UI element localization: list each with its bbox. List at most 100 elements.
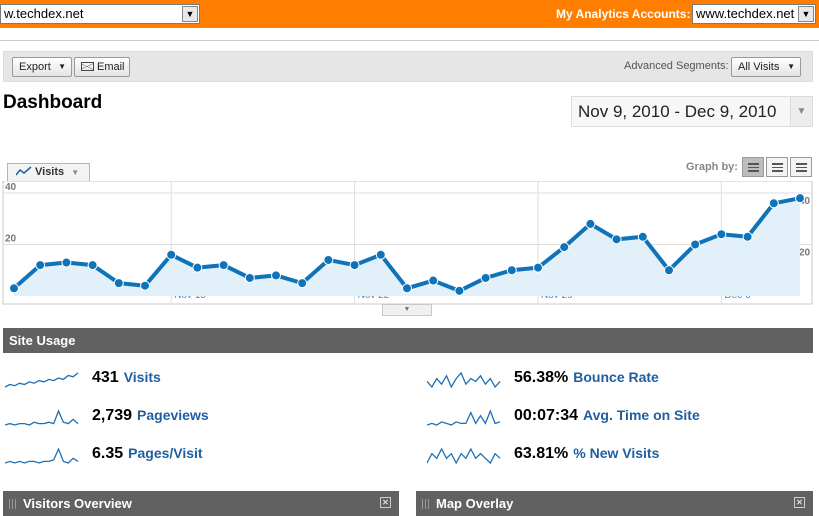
visits-point[interactable]: [87, 260, 98, 271]
export-button[interactable]: Export ▼: [12, 57, 72, 77]
map-overlay-header: Map Overlay ✕: [416, 491, 813, 516]
date-range-value: Nov 9, 2010 - Dec 9, 2010: [578, 102, 777, 121]
sparkline: [427, 447, 501, 465]
sparkline: [427, 371, 501, 389]
stat-link[interactable]: Bounce Rate: [573, 369, 659, 385]
stat-number: 00:07:34: [514, 407, 579, 424]
stat-value: 00:07:34 Avg. Time on Site: [514, 407, 700, 425]
visitors-overview-title: Visitors Overview: [23, 496, 132, 511]
chevron-down-icon[interactable]: ▼: [790, 97, 812, 126]
visits-point[interactable]: [585, 218, 596, 229]
drag-handle-icon[interactable]: [9, 499, 18, 509]
export-label: Export: [19, 61, 51, 73]
y-tick-label-left: 40: [5, 182, 17, 193]
stat-number: 63.81%: [514, 445, 569, 462]
divider: [0, 40, 819, 41]
visits-area: [14, 198, 800, 296]
segments-select[interactable]: All Visits ▼: [731, 57, 801, 77]
stat-value: 431 Visits: [92, 369, 161, 387]
stat-link[interactable]: Visits: [123, 369, 161, 385]
visits-point[interactable]: [402, 283, 412, 294]
week-icon: [772, 163, 783, 172]
visits-point[interactable]: [428, 275, 439, 286]
y-tick-label-right: 40: [799, 196, 811, 207]
stat-pages-visit: 6.35 Pages/Visit: [5, 445, 385, 467]
metric-select-label: Visits: [35, 166, 65, 178]
visits-point[interactable]: [506, 265, 517, 276]
metric-select[interactable]: Visits ▼: [7, 163, 90, 182]
stat-link[interactable]: Pages/Visit: [128, 445, 203, 461]
stat-value: 6.35 Pages/Visit: [92, 445, 203, 463]
envelope-icon: [81, 62, 94, 71]
day-icon: [748, 163, 759, 172]
stat-avg-time-on-site: 00:07:34 Avg. Time on Site: [427, 407, 807, 429]
visits-point[interactable]: [61, 257, 72, 268]
visits-point[interactable]: [192, 262, 203, 273]
visits-chart: 40402020Nov 15Nov 22Nov 29Dec 6: [2, 181, 813, 305]
chevron-down-icon[interactable]: ▼: [182, 6, 198, 22]
chevron-down-icon: ▼: [71, 168, 80, 177]
sparkline: [427, 409, 501, 426]
visits-point[interactable]: [664, 265, 674, 276]
chevron-down-icon[interactable]: ▼: [798, 6, 814, 22]
map-overlay-title: Map Overlay: [436, 496, 514, 511]
line-chart-icon: [15, 166, 32, 176]
visits-point[interactable]: [716, 229, 727, 240]
visits-point[interactable]: [9, 283, 19, 294]
stat-visits: 431 Visits: [5, 369, 385, 391]
accounts-select-value: www.techdex.net: [696, 6, 795, 21]
visits-point[interactable]: [742, 231, 753, 242]
visits-point[interactable]: [218, 260, 229, 271]
visits-point[interactable]: [349, 260, 360, 271]
close-icon[interactable]: ✕: [380, 497, 391, 508]
visits-point[interactable]: [271, 270, 281, 281]
graph-by-day-button[interactable]: [742, 157, 764, 177]
profile-select-value: w.techdex.net: [4, 6, 84, 21]
stat-number: 6.35: [92, 445, 124, 462]
site-usage-header: Site Usage: [3, 328, 813, 353]
close-icon[interactable]: ✕: [794, 497, 805, 508]
visits-point[interactable]: [795, 193, 805, 204]
visits-point[interactable]: [35, 260, 46, 271]
sparkline: [5, 447, 79, 464]
stat-number: 431: [92, 369, 119, 386]
visits-point[interactable]: [611, 234, 622, 245]
visits-point[interactable]: [113, 278, 124, 289]
stat-value: 2,739 Pageviews: [92, 407, 209, 425]
collapse-graph-button[interactable]: ▼: [382, 304, 432, 316]
visits-point[interactable]: [533, 262, 543, 273]
email-button[interactable]: Email: [74, 57, 130, 77]
segments-value: All Visits: [738, 61, 780, 73]
stat-number: 56.38%: [514, 369, 569, 386]
visits-point[interactable]: [140, 280, 150, 291]
graph-by-month-button[interactable]: [790, 157, 812, 177]
stat-link[interactable]: Pageviews: [137, 407, 209, 423]
visits-point[interactable]: [323, 254, 334, 265]
visits-point[interactable]: [166, 249, 177, 260]
accounts-select[interactable]: www.techdex.net ▼: [692, 4, 816, 24]
chevron-down-icon: ▼: [787, 62, 795, 71]
graph-by-week-button[interactable]: [766, 157, 788, 177]
visitors-overview-header: Visitors Overview ✕: [3, 491, 399, 516]
y-tick-label-left: 20: [5, 234, 17, 245]
stat-pageviews: 2,739 Pageviews: [5, 407, 385, 429]
visits-point[interactable]: [454, 285, 465, 296]
stat-link[interactable]: Avg. Time on Site: [583, 407, 700, 423]
visits-point[interactable]: [637, 231, 648, 242]
chevron-down-icon: ▼: [58, 62, 66, 71]
visits-point[interactable]: [297, 278, 308, 289]
stat-value: 63.81%% New Visits: [514, 445, 659, 463]
drag-handle-icon[interactable]: [422, 499, 431, 509]
sparkline: [5, 372, 79, 388]
visits-point[interactable]: [559, 242, 570, 253]
visits-point[interactable]: [244, 272, 255, 283]
stat-link[interactable]: % New Visits: [573, 445, 660, 461]
month-icon: [796, 163, 807, 172]
visits-point[interactable]: [375, 249, 386, 260]
profile-select[interactable]: w.techdex.net ▼: [0, 4, 200, 24]
visits-point[interactable]: [768, 198, 779, 209]
stat-value: 56.38% Bounce Rate: [514, 369, 659, 387]
visits-point[interactable]: [690, 239, 701, 250]
visits-point[interactable]: [480, 272, 491, 283]
date-range-picker[interactable]: Nov 9, 2010 - Dec 9, 2010 ▼: [571, 96, 813, 127]
